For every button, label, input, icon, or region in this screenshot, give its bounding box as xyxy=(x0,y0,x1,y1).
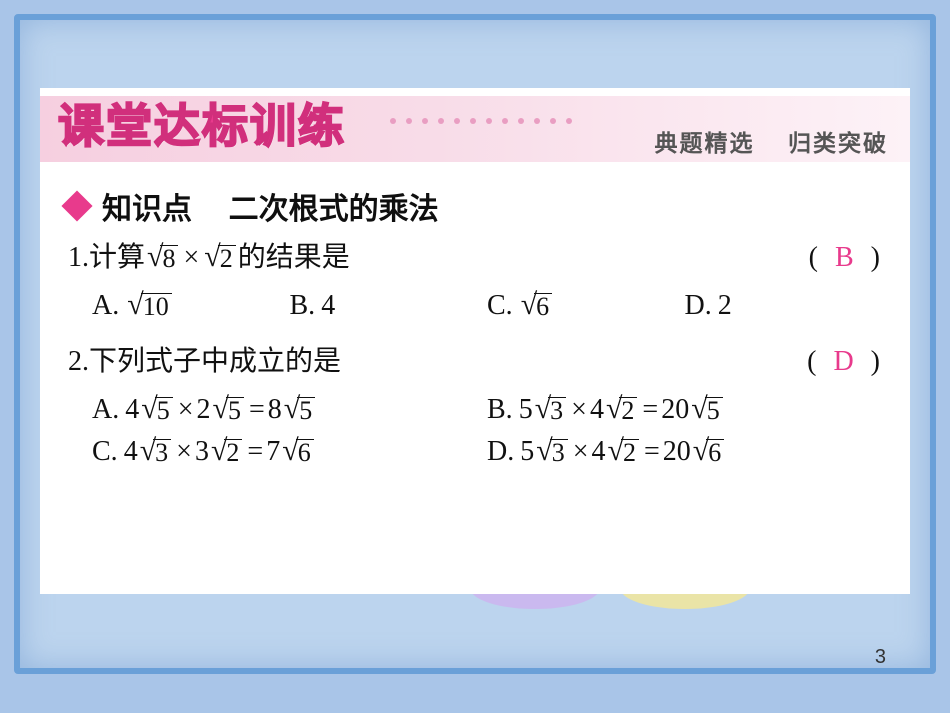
q2-answer-paren: ( D ) xyxy=(807,348,882,376)
q1-answer-paren: ( B ) xyxy=(809,244,882,272)
section-topic: 二次根式的乘法 xyxy=(229,184,439,228)
section-label: 知识点 xyxy=(102,184,192,228)
subtitle-right: 归类突破 xyxy=(788,130,888,156)
q2-answer: D xyxy=(827,346,861,377)
q1-options: A. √10 B.4 C. √6 D.2 xyxy=(92,292,882,334)
q2-stem: 下列式子中成立的是 xyxy=(89,348,341,376)
q2-opt-C: C. 4 √3 × 3 √2 = 7 √6 xyxy=(92,438,487,466)
sqrt-8: √8 xyxy=(147,245,178,272)
page-number: 3 xyxy=(875,646,886,669)
q1-opt-B: B.4 xyxy=(290,292,488,320)
sqrt-2: √2 xyxy=(204,245,235,272)
q1-answer: B xyxy=(829,242,862,273)
title-banner: 课堂达标训练 典题精选 归类突破 xyxy=(40,88,910,170)
q1-stem-prefix: 计算 xyxy=(89,244,145,272)
section-heading: 知识点 二次根式的乘法 xyxy=(62,184,910,228)
q1-stem-line: 1. 计算 √8 × √2 的结果是 ( B ) xyxy=(68,244,882,272)
questions: 1. 计算 √8 × √2 的结果是 ( B ) A. √10 B.4 C. √… xyxy=(68,244,882,480)
decorative-dots xyxy=(390,118,600,130)
q1-number: 1. xyxy=(68,244,89,272)
q2-number: 2. xyxy=(68,348,89,376)
q1-opt-D: D.2 xyxy=(685,292,883,320)
slide-content: 课堂达标训练 典题精选 归类突破 知识点 二次根式的乘法 1. 计算 √8 × … xyxy=(40,88,910,594)
q2-opt-B: B. 5 √3 × 4 √2 = 20 √5 xyxy=(487,396,882,424)
diamond-icon xyxy=(61,190,92,221)
q2-opt-D: D. 5 √3 × 4 √2 = 20 √6 xyxy=(487,438,882,466)
q2-stem-line: 2. 下列式子中成立的是 ( D ) xyxy=(68,348,882,376)
subtitle-left: 典题精选 xyxy=(654,130,754,156)
page-subtitle: 典题精选 归类突破 xyxy=(654,124,888,158)
q2-opt-A: A. 4 √5 × 2 √5 = 8 √5 xyxy=(92,396,487,424)
q2-options: A. 4 √5 × 2 √5 = 8 √5 B. 5 √3 × 4 √2 = 2… xyxy=(92,396,882,480)
q1-opt-C: C. √6 xyxy=(487,292,685,320)
page-title: 课堂达标训练 xyxy=(58,90,346,156)
q1-stem-suffix: 的结果是 xyxy=(238,244,350,272)
times-symbol: × xyxy=(180,244,202,272)
q1-opt-A: A. √10 xyxy=(92,292,290,320)
